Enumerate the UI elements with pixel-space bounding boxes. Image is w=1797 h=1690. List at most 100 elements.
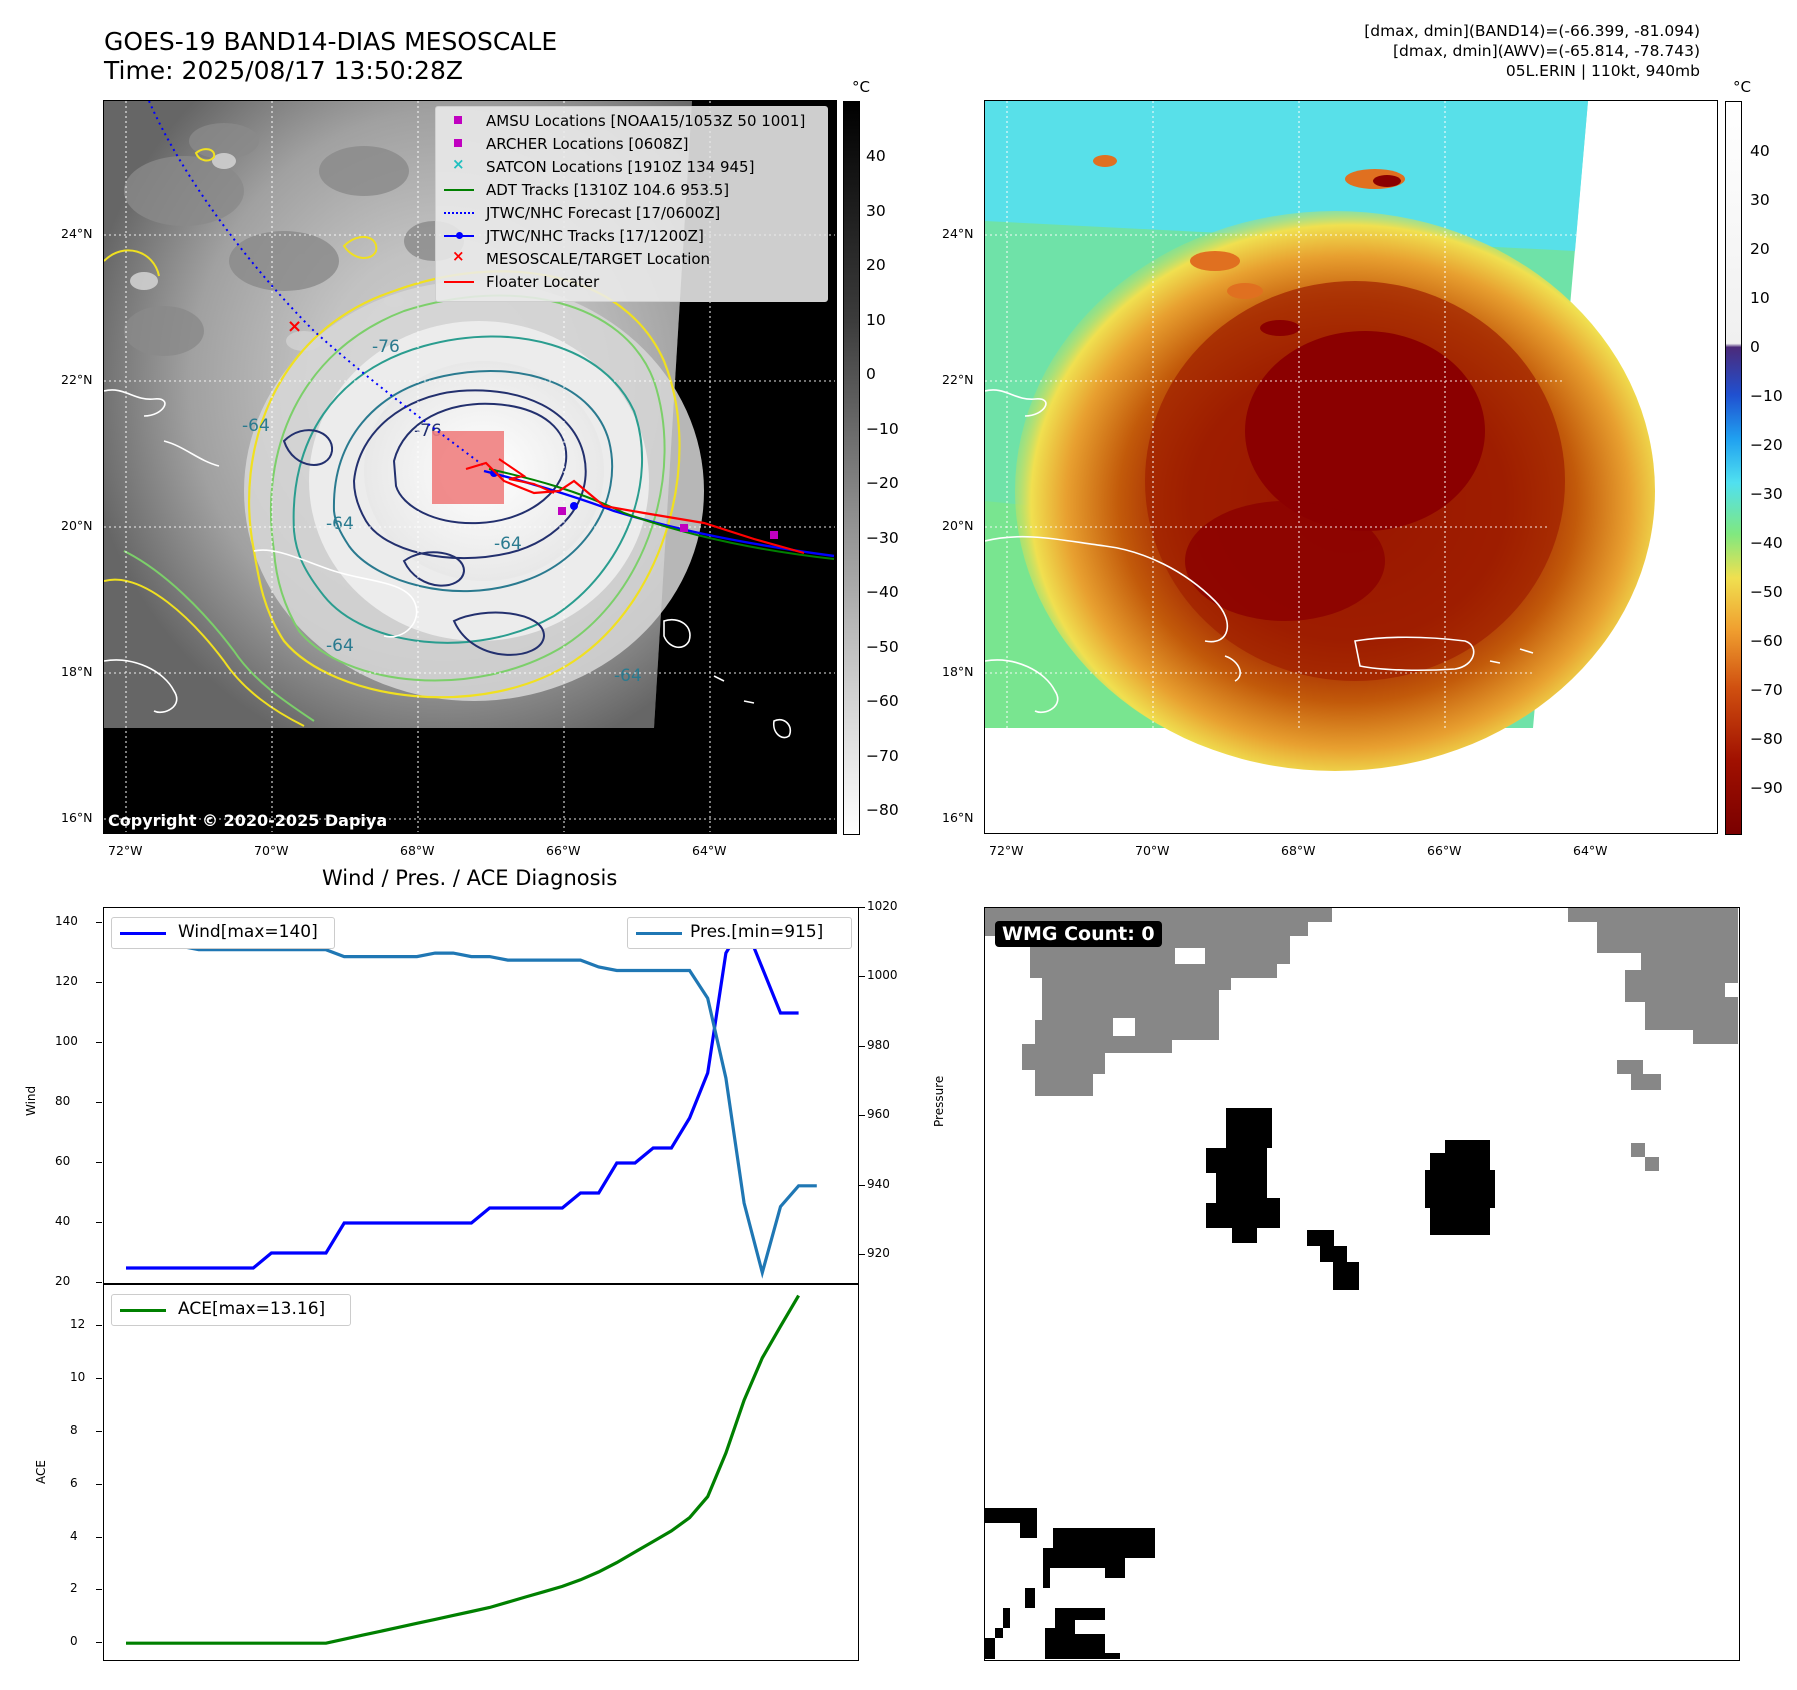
color-ir-map-panel — [984, 100, 1718, 834]
floater-track — [465, 461, 805, 555]
ace-tick-mark — [96, 1430, 102, 1432]
colorbar-tick: −10 — [866, 419, 899, 438]
lat-label: 18°N — [942, 664, 974, 679]
lon-label: 72°W — [989, 843, 1024, 858]
contour-label: -64 — [242, 416, 270, 436]
pressure-tick-label: 1020 — [867, 899, 898, 913]
adt-track — [488, 468, 835, 560]
pressure-tick-mark — [859, 1254, 865, 1256]
colorbar-tick: −90 — [1750, 779, 1783, 797]
lon-label: 68°W — [400, 843, 435, 858]
lon-label: 68°W — [1281, 843, 1316, 858]
colorbar-tick: −80 — [1750, 730, 1783, 748]
wind-tick-mark — [96, 1162, 102, 1163]
wmg-panel: WMG Count: 0 — [984, 907, 1740, 1661]
colorbar-tick: −70 — [1750, 681, 1783, 699]
colorbar-tick: −60 — [866, 692, 899, 710]
contour-label: -64 — [326, 636, 354, 656]
info-line3: 05L.ERIN | 110kt, 940mb — [1505, 62, 1700, 80]
ace-series-line — [126, 1294, 800, 1645]
wind-tick-mark — [96, 982, 102, 983]
pressure-tick-mark — [859, 976, 865, 978]
lon-label: 66°W — [1427, 843, 1462, 858]
wmg-count-badge: WMG Count: 0 — [995, 921, 1162, 947]
lon-label: 70°W — [1135, 843, 1170, 858]
pressure-tick-label: 960 — [867, 1107, 890, 1122]
grayscale-colorbar — [843, 101, 860, 835]
contour-label: -64 — [494, 534, 522, 554]
lat-label: 24°N — [61, 226, 93, 241]
ace-tick-mark — [96, 1378, 102, 1380]
lon-label: 64°W — [692, 843, 727, 858]
pressure-tick-label: 980 — [867, 1037, 890, 1052]
contour-label: -64 — [326, 514, 354, 534]
figure-title-line1: GOES-19 BAND14-DIAS MESOSCALE — [104, 27, 558, 56]
wmg-svg — [985, 908, 1738, 1659]
colorbar-tick: −30 — [1750, 485, 1783, 503]
colorbar-tick: 10 — [1750, 289, 1770, 307]
ace-tick-mark — [96, 1483, 102, 1485]
colorbar-unit: °C — [852, 78, 870, 96]
ace-tick-mark — [96, 1589, 102, 1591]
pressure-series-line — [126, 923, 817, 1279]
wind-tick-label: 80 — [55, 1094, 71, 1108]
copyright-text: Copyright © 2020-2025 Dapiya — [108, 811, 388, 830]
wind-tick-mark — [96, 1282, 102, 1283]
wind-legend-label: Wind[max=140] — [178, 922, 318, 942]
colorbar-tick: −50 — [866, 637, 899, 656]
ace-tick-label: 8 — [70, 1422, 78, 1437]
target-marker: × — [287, 316, 302, 337]
wmg-gray-regions — [985, 908, 1738, 1171]
ace-tick-label: 6 — [70, 1475, 78, 1490]
wind-tick-label: 20 — [55, 1274, 71, 1288]
colorbar-tick: 20 — [866, 256, 886, 274]
wind-legend: Wind[max=140] — [111, 917, 335, 949]
pressure-tick-mark — [859, 1115, 865, 1117]
ace-tick-label: 10 — [70, 1370, 86, 1385]
diagnosis-title: Wind / Pres. / ACE Diagnosis — [322, 866, 618, 890]
lat-label: 22°N — [942, 372, 974, 387]
contour-label: -64 — [614, 666, 642, 686]
wind-series-line — [126, 919, 799, 1270]
ir-map-panel: -76 -64 -76 -64 -64 -64 -64 — [103, 100, 837, 834]
wind-tick-label: 120 — [55, 974, 78, 988]
colorbar-tick: −50 — [1750, 583, 1783, 601]
ace-legend-swatch — [120, 1309, 166, 1312]
pressure-tick-label: 1000 — [867, 968, 898, 983]
colorbar-tick: 10 — [866, 310, 886, 329]
pressure-tick-mark — [859, 1184, 865, 1186]
colorbar-tick: −40 — [1750, 534, 1783, 552]
lon-label: 66°W — [546, 843, 581, 858]
colorbar-tick: 40 — [1750, 142, 1770, 160]
forecast-track — [148, 101, 485, 467]
colorbar-tick: −30 — [866, 528, 899, 547]
wind-pressure-svg — [126, 919, 817, 1279]
lat-label: 18°N — [61, 664, 93, 679]
ace-tick-label: 12 — [70, 1317, 86, 1332]
ace-tick-label: 2 — [70, 1581, 78, 1596]
pressure-legend-label: Pres.[min=915] — [690, 922, 824, 942]
colorbar-tick: −20 — [866, 474, 899, 492]
wind-tick-label: 140 — [55, 914, 78, 928]
map-legend: AMSU Locations [NOAA15/1053Z 50 1001] AR… — [435, 106, 828, 302]
color-colorbar — [1725, 101, 1742, 835]
pressure-tick-mark — [859, 907, 865, 908]
color-ir-map-svg — [985, 101, 1655, 771]
wind-pressure-plot: Wind[max=140] Pres.[min=915] — [103, 907, 859, 1285]
ace-legend: ACE[max=13.16] — [111, 1294, 351, 1326]
wind-tick-mark — [96, 1102, 102, 1103]
lat-label: 16°N — [61, 810, 93, 825]
colorbar-tick: −80 — [866, 801, 899, 819]
pressure-axis-label: Pressure — [932, 1075, 946, 1127]
colorbar-tick: −20 — [1750, 436, 1783, 454]
colorbar-tick: −40 — [866, 583, 899, 601]
ace-tick-label: 0 — [70, 1634, 78, 1649]
ace-axis-label: ACE — [34, 1460, 48, 1484]
colorbar-tick: −70 — [866, 746, 899, 765]
wind-tick-label: 40 — [55, 1214, 71, 1228]
pressure-tick-label: 920 — [867, 1246, 890, 1261]
lat-label: 22°N — [61, 372, 93, 387]
wind-axis-label: Wind — [24, 1085, 38, 1116]
colorbar-tick: −10 — [1750, 387, 1783, 405]
lat-label: 20°N — [61, 518, 93, 533]
